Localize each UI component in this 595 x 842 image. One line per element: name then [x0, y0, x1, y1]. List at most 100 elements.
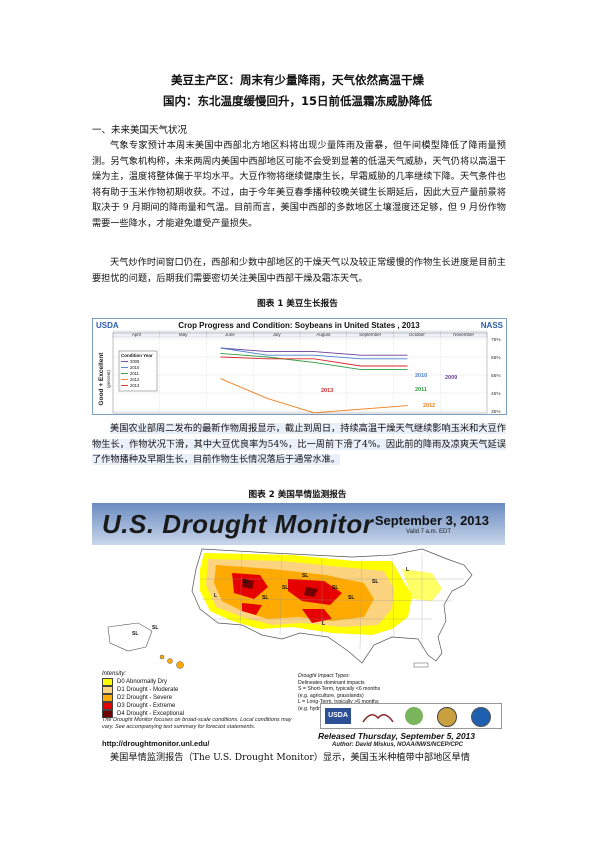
- legend-label-2013: 2013: [130, 383, 140, 388]
- intensity-legend: Intensity: D0 Abnormally Dry D1 Drought -…: [102, 671, 184, 718]
- hawaii: [159, 654, 184, 669]
- map-impact-label: L: [322, 621, 325, 627]
- intensity-swatch: [102, 678, 113, 686]
- puerto-rico: [413, 662, 429, 668]
- legend-label-2012: 2012: [130, 377, 140, 382]
- map-impact-label: SL: [262, 595, 268, 601]
- series-label-2011: 2011: [415, 387, 427, 393]
- series-label-2009: 2009: [445, 375, 457, 381]
- month-label: June: [225, 332, 235, 337]
- intensity-swatch: [102, 710, 113, 718]
- map-impact-label: SL: [372, 579, 378, 585]
- d3-area: [232, 573, 342, 623]
- intensity-title: Intensity:: [102, 671, 127, 677]
- commerce-seal: [437, 707, 457, 727]
- nass-label: NASS: [481, 321, 504, 330]
- legend-box: [118, 350, 158, 392]
- y-tick-label: 55%: [491, 373, 501, 379]
- series-line-2010: [220, 347, 408, 360]
- intensity-row: D2 Drought - Severe: [102, 694, 184, 702]
- drought-url[interactable]: http://droughtmonitor.unl.edu/: [102, 739, 210, 748]
- series-label-2013: 2013: [321, 388, 333, 394]
- month-label: April: [132, 332, 141, 337]
- figure-1-caption: 图表 1 美豆生长报告: [257, 299, 338, 309]
- intensity-swatch: [102, 702, 113, 710]
- map-impact-label: SL: [132, 631, 138, 637]
- month-label: July: [273, 332, 282, 337]
- y-tick-label: 65%: [491, 355, 501, 361]
- intensity-label: D1 Drought - Moderate: [117, 687, 179, 693]
- y-tick-label: 45%: [491, 391, 501, 397]
- intensity-row: D1 Drought - Moderate: [102, 686, 184, 694]
- intensity-label: D2 Drought - Severe: [117, 695, 173, 701]
- release-date: Released Thursday, September 5, 2013: [318, 731, 476, 741]
- month-label: November: [453, 332, 474, 337]
- ndmc-logo: [361, 709, 395, 723]
- impact-line: L = Long-Term, typically >6 months: [298, 699, 379, 706]
- intensity-label: D0 Abnormally Dry: [117, 679, 168, 685]
- map-impact-label: L: [214, 593, 217, 599]
- series-line-2013: [220, 356, 408, 367]
- y-tick-label: 75%: [491, 337, 501, 343]
- legend-label-2011: 2011: [130, 371, 140, 376]
- series-label-2010: 2010: [415, 373, 427, 379]
- paragraph-usda-report-text: 美国农业部周二发布的最新作物周报显示，截止到周日，持续高温干燥天气继续影响玉米和…: [92, 423, 506, 466]
- map-valid-time: Valid 7 a.m. EDT: [406, 529, 451, 535]
- y-axis-label: Good + Excellent: [98, 352, 105, 406]
- state-lines: [200, 550, 464, 650]
- series-label-2012: 2012: [423, 403, 435, 409]
- chart-svg: USDA Crop Progress and Condition: Soybea…: [93, 319, 506, 415]
- drought-monitor-map: U.S. Drought Monitor September 3, 2013 V…: [92, 503, 505, 748]
- alaska: [107, 622, 153, 652]
- paragraph-drought: 美国旱情监测报告（The U.S. Drought Monitor）显示，美国玉…: [110, 752, 470, 763]
- intensity-label: D4 Drought - Exceptional: [117, 711, 185, 717]
- month-label: May: [179, 332, 188, 337]
- intensity-row: D0 Abnormally Dry: [102, 678, 184, 686]
- map-date: September 3, 2013: [374, 513, 489, 528]
- map-impact-label: SL: [348, 595, 354, 601]
- impact-line: Delineates dominant impacts: [298, 679, 365, 686]
- headline-1: 美豆主产区：周末有少量降雨，天气依然高温干燥: [171, 73, 424, 87]
- usda-logo: USDA: [325, 708, 351, 724]
- us-map: SL SL L SL SL SL SL SL SL SL L L: [107, 548, 473, 669]
- y-axis-unit: (percent): [106, 369, 111, 388]
- headline-2: 国内：东北温度缓慢回升，15日前低温霜冻威胁降低: [162, 94, 432, 108]
- map-header: [92, 503, 505, 545]
- series-line-2009: [220, 347, 408, 356]
- map-title: U.S. Drought Monitor: [102, 509, 374, 539]
- impact-line: (e.g. agriculture, grasslands): [298, 692, 364, 699]
- wheat-logo: [405, 707, 423, 725]
- d4-area: [242, 579, 318, 597]
- paragraph-window: 天气炒作时间窗口仍在，西部和少数中部地区的干燥天气以及较正常缓慢的作物生长进度是…: [92, 257, 506, 284]
- noaa-logo: [471, 707, 491, 727]
- figure-2-caption: 图表 2 美国旱情监测报告: [248, 490, 347, 500]
- paragraph-weather: 气象专家预计本周末美国中西部北方地区料将出现少量阵雨及雷暴，但午间模型降低了降雨…: [92, 140, 506, 229]
- legend-title: Condition Year: [121, 353, 153, 358]
- map-author: Author: David Miskus, NOAA/NWS/NCEP/CPC: [332, 742, 464, 748]
- legend-label-2010: 2010: [130, 365, 140, 370]
- map-impact-label: SL: [332, 585, 338, 591]
- month-label: October: [409, 332, 426, 337]
- map-impact-label: SL: [282, 585, 288, 591]
- map-impact-label: SL: [242, 579, 248, 585]
- map-impact-label: SL: [302, 573, 308, 579]
- map-note: The Drought Monitor focuses on broad-sca…: [102, 717, 292, 730]
- map-impact-label: L: [406, 567, 409, 573]
- chart-title: Crop Progress and Condition: Soybeans in…: [178, 321, 420, 330]
- series-line-2012: [220, 378, 408, 414]
- paragraph-usda-report: 美国农业部周二发布的最新作物周报显示，截止到周日，持续高温干燥天气继续影响玉米和…: [92, 421, 506, 468]
- usda-label: USDA: [96, 321, 119, 330]
- intensity-row: D3 Drought - Extreme: [102, 702, 184, 710]
- intensity-label: D3 Drought - Extreme: [117, 703, 176, 709]
- agency-logos: USDA: [320, 703, 502, 729]
- month-label: August: [316, 332, 331, 337]
- impact-title: Drought Impact Types:: [298, 673, 351, 679]
- y-tick-label: 35%: [491, 409, 501, 414]
- intensity-swatch: [102, 694, 113, 702]
- section-heading: 一、未来美国天气状况: [92, 125, 188, 136]
- intensity-swatch: [102, 686, 113, 694]
- month-label: September: [359, 332, 382, 337]
- intensity-row: D4 Drought - Exceptional: [102, 710, 184, 718]
- impact-line: S = Short-Term, typically <6 months: [298, 686, 381, 693]
- legend-label-2009: 2009: [130, 359, 140, 364]
